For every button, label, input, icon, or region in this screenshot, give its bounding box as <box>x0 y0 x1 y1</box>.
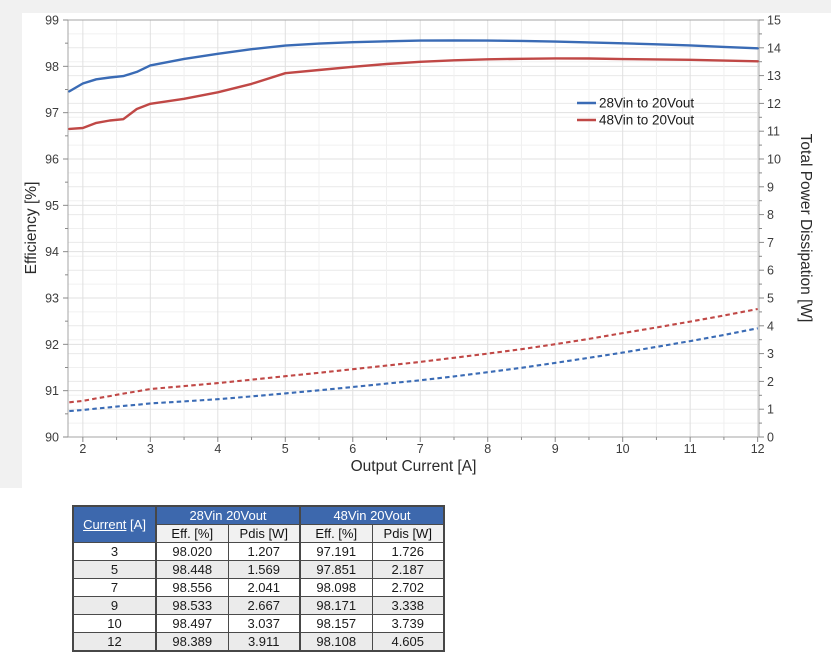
table-subheader-eff-48v: Eff. [%] <box>299 524 373 543</box>
table-subheader-pdis-28v: Pdis [W] <box>227 524 301 543</box>
cell-pdis-28v: 3.037 <box>227 614 301 633</box>
y-right-tick-label: 7 <box>767 236 774 250</box>
window-margin-top <box>0 0 831 13</box>
table-row: 7 98.556 2.041 98.098 2.702 <box>72 578 445 597</box>
cell-pdis-28v: 1.569 <box>227 560 301 579</box>
cell-pdis-48v: 3.338 <box>371 596 445 615</box>
y-right-tick-label: 5 <box>767 292 774 306</box>
cell-pdis-48v: 1.726 <box>371 542 445 561</box>
x-axis-title: Output Current [A] <box>351 458 477 475</box>
cell-current: 10 <box>72 614 157 633</box>
cell-current: 5 <box>72 560 157 579</box>
y-right-tick-label: 0 <box>767 431 774 445</box>
y-left-tick-label: 91 <box>45 384 59 398</box>
y-right-tick-label: 13 <box>767 69 781 83</box>
cell-pdis-28v: 2.667 <box>227 596 301 615</box>
cell-pdis-48v: 2.702 <box>371 578 445 597</box>
table-row: 5 98.448 1.569 97.851 2.187 <box>72 560 445 579</box>
y-right-tick-label: 9 <box>767 180 774 194</box>
cell-eff-28v: 98.497 <box>155 614 229 633</box>
efficiency-power-chart: 2 3 4 5 6 7 8 9 10 11 1290919293949596979899012345… <box>23 14 814 476</box>
cell-pdis-48v: 4.605 <box>371 632 445 652</box>
table-row: 10 98.497 3.037 98.157 3.739 <box>72 614 445 633</box>
x-tick-label: 3 <box>147 442 154 456</box>
x-tick-label: 9 <box>552 442 559 456</box>
series-line <box>68 39 759 93</box>
y-left-tick-label: 90 <box>45 431 59 445</box>
cell-current: 7 <box>72 578 157 597</box>
y-right-tick-label: 2 <box>767 375 774 389</box>
table-header-current: Current [A] <box>72 505 157 543</box>
x-tick-label: 2 <box>79 442 86 456</box>
x-tick-label: 8 <box>484 442 491 456</box>
x-tick-label: 10 <box>616 442 630 456</box>
legend-label: 48Vin to 20Vout <box>599 113 694 128</box>
cell-eff-28v: 98.556 <box>155 578 229 597</box>
cell-eff-28v: 98.389 <box>155 632 229 652</box>
y-right-tick-label: 15 <box>767 14 781 28</box>
cell-pdis-28v: 3.911 <box>227 632 301 652</box>
current-header-label: Current <box>83 516 127 532</box>
current-header-unit: [A] <box>126 516 146 532</box>
x-tick-label: 7 <box>417 442 424 456</box>
y-right-tick-label: 10 <box>767 153 781 167</box>
table-row: 9 98.533 2.667 98.171 3.338 <box>72 596 445 615</box>
cell-pdis-28v: 2.041 <box>227 578 301 597</box>
cell-eff-48v: 97.851 <box>299 560 373 579</box>
y-right-tick-label: 11 <box>767 125 780 139</box>
cell-current: 9 <box>72 596 157 615</box>
y-left-tick-label: 98 <box>45 60 59 74</box>
y-left-tick-label: 94 <box>45 245 59 259</box>
table-subheader-eff-28v: Eff. [%] <box>155 524 229 543</box>
cell-pdis-48v: 3.739 <box>371 614 445 633</box>
window-margin-left <box>0 13 22 488</box>
legend-label: 28Vin to 20Vout <box>599 96 694 111</box>
y-left-tick-label: 93 <box>45 292 59 306</box>
table-subheader-pdis-48v: Pdis [W] <box>371 524 445 543</box>
y-left-tick-label: 95 <box>45 199 59 213</box>
cell-eff-48v: 98.108 <box>299 632 373 652</box>
cell-eff-48v: 98.171 <box>299 596 373 615</box>
y-left-tick-label: 92 <box>45 338 59 352</box>
cell-current: 12 <box>72 632 157 652</box>
y-right-axis-title: Total Power Dissipation [W] <box>797 134 814 323</box>
cell-pdis-48v: 2.187 <box>371 560 445 579</box>
series-line <box>69 327 758 413</box>
cell-eff-28v: 98.020 <box>155 542 229 561</box>
y-right-tick-label: 14 <box>767 41 781 55</box>
x-tick-label: 5 <box>282 442 289 456</box>
table-row: 3 98.020 1.207 97.191 1.726 <box>72 542 445 561</box>
y-right-tick-label: 8 <box>767 208 774 222</box>
cell-pdis-28v: 1.207 <box>227 542 301 561</box>
series-line <box>69 307 758 404</box>
table-group-header-48v: 48Vin 20Vout <box>299 505 445 525</box>
cell-eff-48v: 98.157 <box>299 614 373 633</box>
series-line <box>68 57 759 131</box>
x-tick-label: 4 <box>214 442 221 456</box>
y-right-tick-label: 6 <box>767 264 774 278</box>
cell-current: 3 <box>72 542 157 561</box>
y-left-tick-label: 96 <box>45 153 59 167</box>
cell-eff-48v: 98.098 <box>299 578 373 597</box>
x-tick-label: 11 <box>684 442 697 456</box>
y-left-axis-title: Efficiency [%] <box>23 182 40 275</box>
y-left-tick-label: 97 <box>45 106 59 120</box>
cell-eff-28v: 98.533 <box>155 596 229 615</box>
y-right-tick-label: 12 <box>767 97 781 111</box>
results-table: Current [A] 28Vin 20Vout 48Vin 20Vout Ef… <box>72 505 445 652</box>
x-tick-label: 12 <box>751 442 765 456</box>
y-right-tick-label: 3 <box>767 347 774 361</box>
cell-eff-48v: 97.191 <box>299 542 373 561</box>
y-left-tick-label: 99 <box>45 14 59 28</box>
table-row: 12 98.389 3.911 98.108 4.605 <box>72 632 445 652</box>
y-right-tick-label: 1 <box>767 403 774 417</box>
x-tick-label: 6 <box>349 442 356 456</box>
table-group-header-28v: 28Vin 20Vout <box>155 505 301 525</box>
cell-eff-28v: 98.448 <box>155 560 229 579</box>
y-right-tick-label: 4 <box>767 319 774 333</box>
